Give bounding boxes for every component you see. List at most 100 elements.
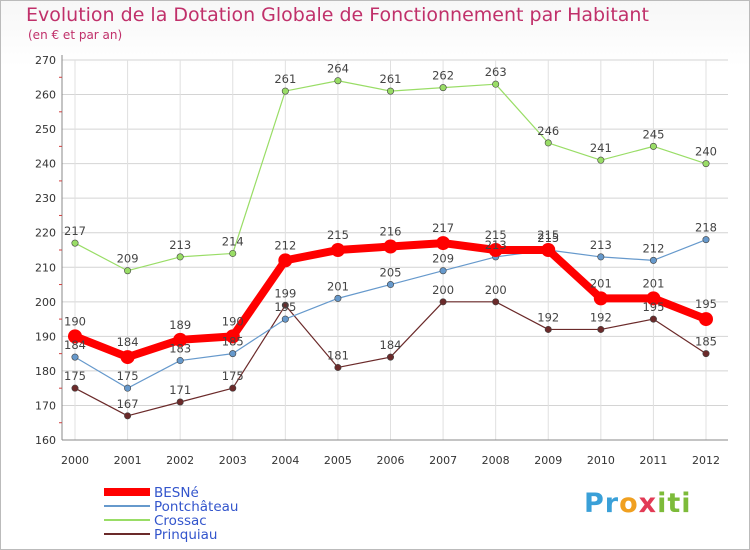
data-label: 181	[327, 348, 349, 362]
data-label: 215	[485, 228, 507, 242]
data-label: 215	[537, 231, 559, 245]
data-point	[71, 384, 79, 392]
x-tick-label: 2005	[324, 454, 352, 467]
data-label: 215	[537, 228, 559, 242]
data-label: 195	[274, 300, 296, 314]
data-label: 241	[590, 141, 612, 155]
data-label: 218	[695, 221, 717, 235]
x-tick-label: 2007	[429, 454, 457, 467]
data-label: 209	[117, 252, 139, 266]
axes: 160 170 180 190 200 210 220 230 240 250 260 270 2000…	[35, 54, 728, 467]
data-point	[281, 301, 289, 309]
data-label: 209	[432, 252, 454, 266]
data-label: 201	[590, 276, 612, 290]
data-point	[541, 243, 556, 257]
data-point	[71, 353, 79, 361]
data-label: 192	[590, 310, 612, 324]
data-label: 171	[169, 383, 191, 397]
data-point	[229, 249, 237, 257]
legend-label: BESNé	[154, 485, 199, 501]
data-label: 264	[327, 62, 349, 76]
data-point	[436, 236, 451, 251]
data-point	[173, 332, 188, 347]
proxiti-logo: Proxiti	[584, 488, 692, 519]
data-point	[488, 243, 503, 257]
data-label: 175	[117, 369, 139, 383]
data-point	[124, 384, 132, 392]
data-label: 240	[695, 145, 717, 159]
data-label: 190	[222, 314, 244, 328]
data-point	[229, 384, 237, 392]
data-label: 215	[327, 228, 349, 242]
x-tick-label: 2011	[639, 454, 667, 467]
data-label: 213	[590, 238, 612, 252]
chart-subtitle: (en € et par an)	[28, 28, 123, 42]
data-point	[68, 329, 82, 344]
data-label: 184	[380, 338, 402, 352]
data-point	[649, 256, 657, 264]
x-tick-label: 2010	[587, 454, 615, 467]
data-point	[124, 412, 132, 420]
data-label: 184	[64, 338, 86, 352]
data-label: 185	[222, 335, 244, 349]
y-tick-label: 190	[35, 330, 56, 343]
data-point	[386, 87, 394, 95]
data-label: 184	[117, 335, 139, 349]
data-point	[383, 239, 398, 254]
data-label: 201	[327, 279, 349, 293]
x-tick-label: 2001	[114, 454, 142, 467]
data-point	[439, 267, 447, 275]
data-label: 261	[380, 72, 402, 86]
data-label: 195	[642, 300, 664, 314]
data-point	[176, 398, 184, 406]
chart-title: Evolution de la Dotation Globale de Fonc…	[26, 4, 649, 26]
data-label: 262	[432, 69, 454, 83]
data-point	[702, 350, 710, 358]
data-point	[699, 312, 713, 327]
data-label: 175	[222, 369, 244, 383]
data-point	[439, 298, 447, 306]
data-point	[649, 315, 657, 323]
y-tick-label: 170	[35, 399, 56, 412]
x-tick-label: 2003	[219, 454, 247, 467]
data-label: 245	[642, 127, 664, 141]
x-tick-label: 2006	[377, 454, 405, 467]
data-point	[278, 253, 293, 268]
y-tick-label: 270	[35, 54, 56, 67]
data-point	[71, 239, 79, 247]
data-label: 167	[117, 397, 139, 411]
data-point	[334, 77, 342, 85]
data-point	[492, 80, 500, 88]
data-label: 261	[274, 72, 296, 86]
data-point	[593, 291, 608, 306]
data-point	[702, 160, 710, 168]
x-tick-label: 2009	[534, 454, 562, 467]
x-tick-label: 2012	[692, 454, 720, 467]
y-tick-label: 210	[35, 261, 56, 274]
data-label: 214	[222, 234, 244, 248]
data-label: 189	[169, 318, 191, 332]
data-point	[120, 350, 135, 365]
x-tick-label: 2004	[271, 454, 299, 467]
y-tick-label: 250	[35, 123, 56, 136]
data-point	[229, 350, 237, 358]
data-point	[702, 236, 710, 244]
legend-label: Prinquiau	[154, 527, 217, 543]
y-tick-label: 260	[35, 89, 56, 102]
data-label: 205	[380, 266, 402, 280]
data-point	[492, 298, 500, 306]
data-point	[334, 294, 342, 302]
y-tick-label: 220	[35, 227, 56, 240]
data-point	[176, 253, 184, 261]
legend-label: Pontchâteau	[154, 499, 238, 515]
y-tick-label: 160	[35, 434, 56, 447]
data-point	[544, 325, 552, 333]
series-lines	[68, 77, 713, 420]
data-label: 183	[169, 342, 191, 356]
data-label: 246	[537, 124, 559, 138]
data-label: 200	[432, 283, 454, 297]
data-point	[281, 315, 289, 323]
